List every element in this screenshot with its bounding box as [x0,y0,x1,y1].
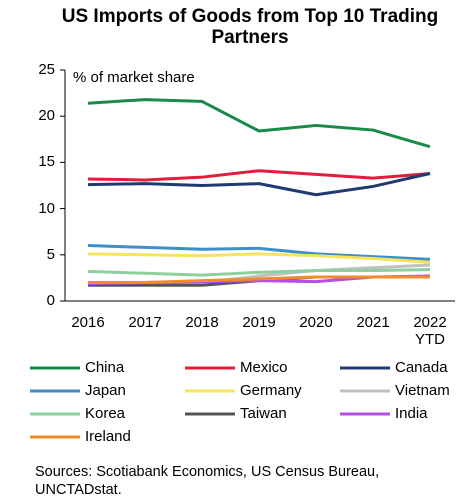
x-tick-label: 2019 [242,314,276,331]
series-line [88,275,430,285]
legend-label: Ireland [85,428,131,445]
series-line [87,169,431,182]
series-line [87,268,431,277]
y-tick-label: 0 [46,292,55,309]
legend-label: China [85,359,125,376]
y-tick-label: 5 [46,245,55,263]
chart-title: US Imports of Goods from Top 10 Trading … [61,6,439,48]
source-note: Sources: Scotiabank Economics, US Census… [35,464,380,498]
series-line [87,98,431,149]
y-tick-label: 20 [38,107,55,125]
legend-label: Taiwan [240,405,287,422]
x-tick-label: 2018 [185,314,219,331]
series-line [87,252,431,264]
y-axis-label: % of market share [73,69,195,86]
legend-label: Vietnam [395,382,450,399]
x-tick-label: 2017 [128,314,162,331]
x-tick-label: 2016 [71,314,105,331]
x-tick-label: 2020 [299,314,333,331]
x-tick-label: 2022 YTD [413,314,447,348]
y-tick-label: 25 [38,61,55,78]
legend-label: Canada [395,359,448,376]
series-line [87,172,431,197]
x-tick-label: 2021 [356,314,390,331]
legend-label: Japan [85,382,126,399]
legend-label: India [395,405,428,422]
y-tick-label: 15 [38,153,55,171]
y-tick-label: 10 [38,199,55,217]
legend-label: Germany [240,382,302,399]
legend-label: Korea [85,405,126,422]
legend-label: Mexico [240,359,288,376]
series-line [87,244,431,261]
